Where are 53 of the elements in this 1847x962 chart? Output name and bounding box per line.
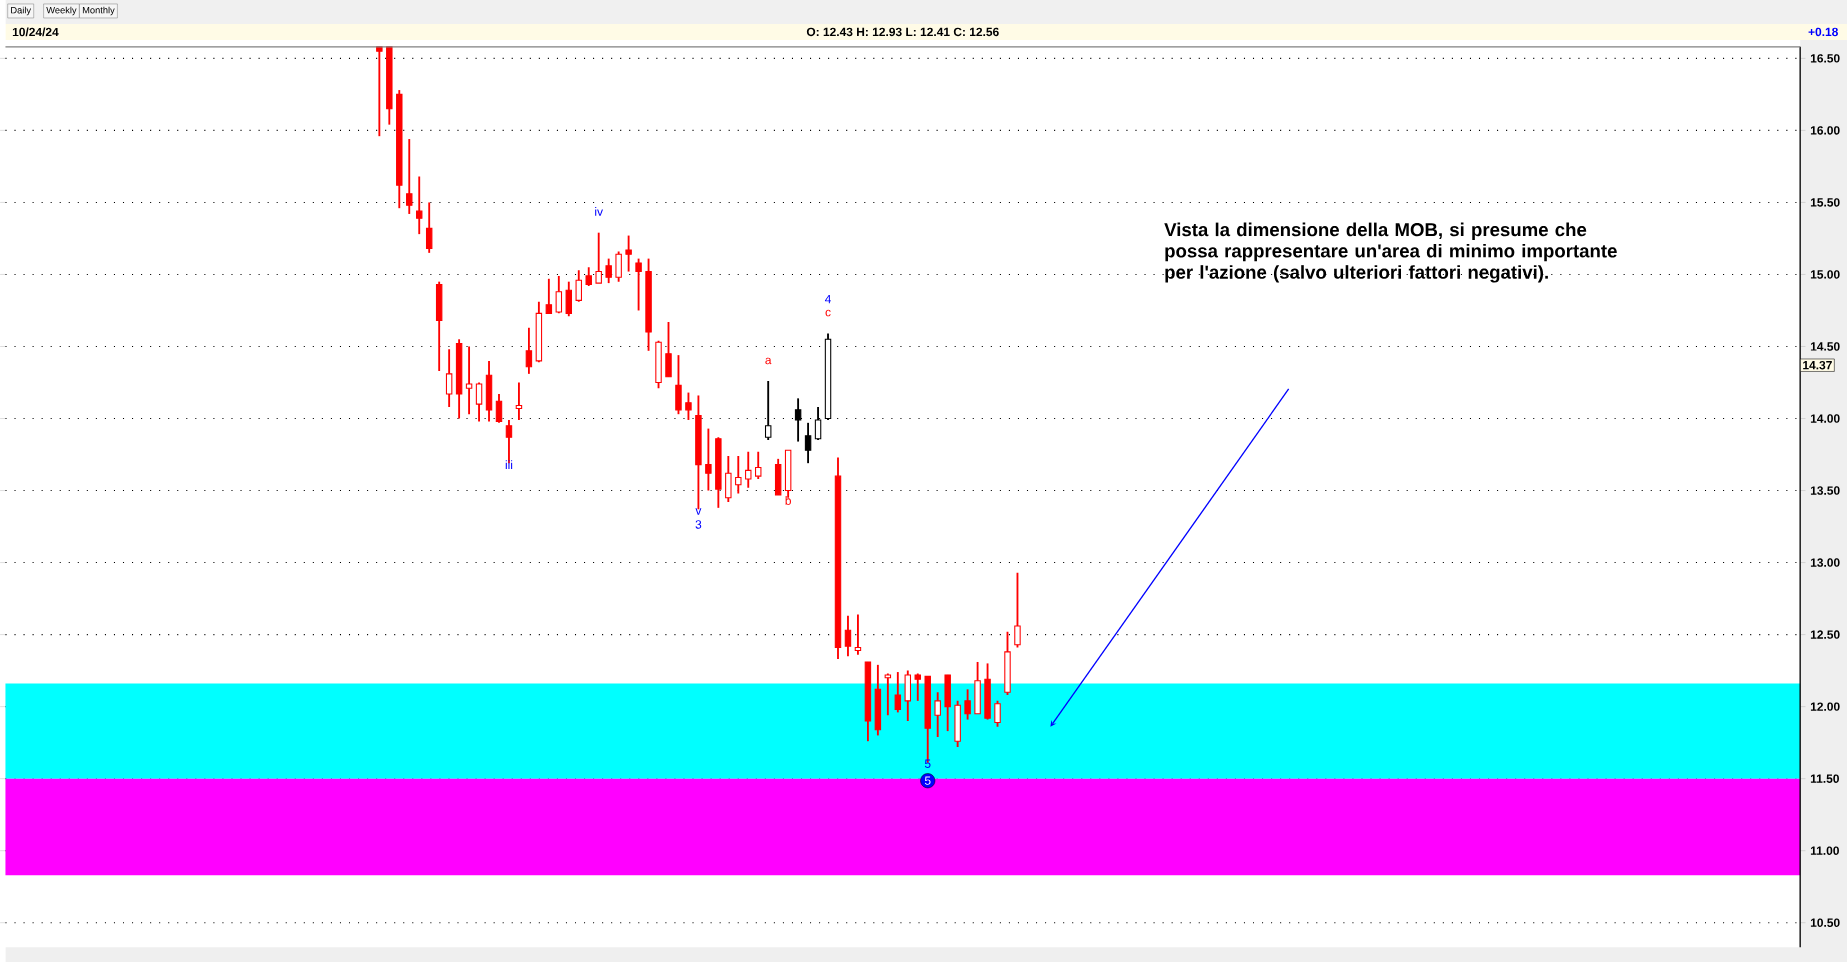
annotation: 3 [695,520,702,529]
text: +0.18 [1808,27,1838,37]
y-tick-label: 14.50 [1810,342,1840,351]
candlestick [1014,571,1021,649]
candlestick [675,354,682,416]
y-tick-label: 11.50 [1810,774,1839,783]
chart-title: 10/24/24 [12,27,59,37]
annotation: Vista la dimensione della MOB, si presume che possa rappresentare un'area di minimo importante per l'azione (salvo ulteriori fattori negativi). [1164,222,1617,283]
y-tick-label: 16.00 [1810,126,1840,135]
annotation: v [695,508,702,515]
text: Monthly [82,6,115,16]
y-tick-label: 12.00 [1810,702,1840,711]
candlestick [555,274,563,313]
y-tick-label: 13.50 [1810,486,1840,495]
y-tick-label: 15.50 [1810,198,1840,207]
y-tick-label: 12.50 [1810,630,1840,639]
annotation: a [765,357,772,365]
candlestick [1004,630,1011,696]
chart-subtitle: O: 12.43 H: 12.93 L: 12.41 C: 12.56 [806,27,999,37]
candlestick [595,231,602,284]
annotation: 5 [924,759,931,768]
candlestick [645,257,652,352]
candlestick [745,450,752,489]
candlestick [954,699,961,748]
candlestick [725,454,732,503]
y-tick-label: 10.50 [1810,918,1840,927]
text: Weekly [46,6,77,16]
candlestick [465,345,473,416]
candlestick [445,348,453,408]
candlestick [934,691,941,738]
candlestick [764,380,772,441]
annotation: 4 [824,294,831,304]
y-tick-label: 15.00 [1810,270,1840,279]
candlestick [814,405,822,440]
annotation: iv [595,206,603,216]
y-tick-label: 16.50 [1810,54,1840,63]
candlestick [755,450,762,480]
annotation: 5 [924,776,931,785]
candlestick [615,250,622,283]
candlestick [984,662,991,721]
y-tick-label: 11.00 [1810,846,1839,855]
candlestick [735,454,742,495]
text: Daily [11,6,32,16]
annotation: c [825,309,831,317]
candlestick [904,669,912,722]
candlestick [665,320,672,378]
y-tick-label: 13.00 [1810,558,1840,567]
annotation: b [785,496,791,505]
y-tick-label: 14.00 [1810,414,1840,423]
candlestick [535,300,543,362]
annotation: 14.37 [1803,360,1832,370]
annotation: iii [505,460,513,469]
candlestick [685,391,692,421]
